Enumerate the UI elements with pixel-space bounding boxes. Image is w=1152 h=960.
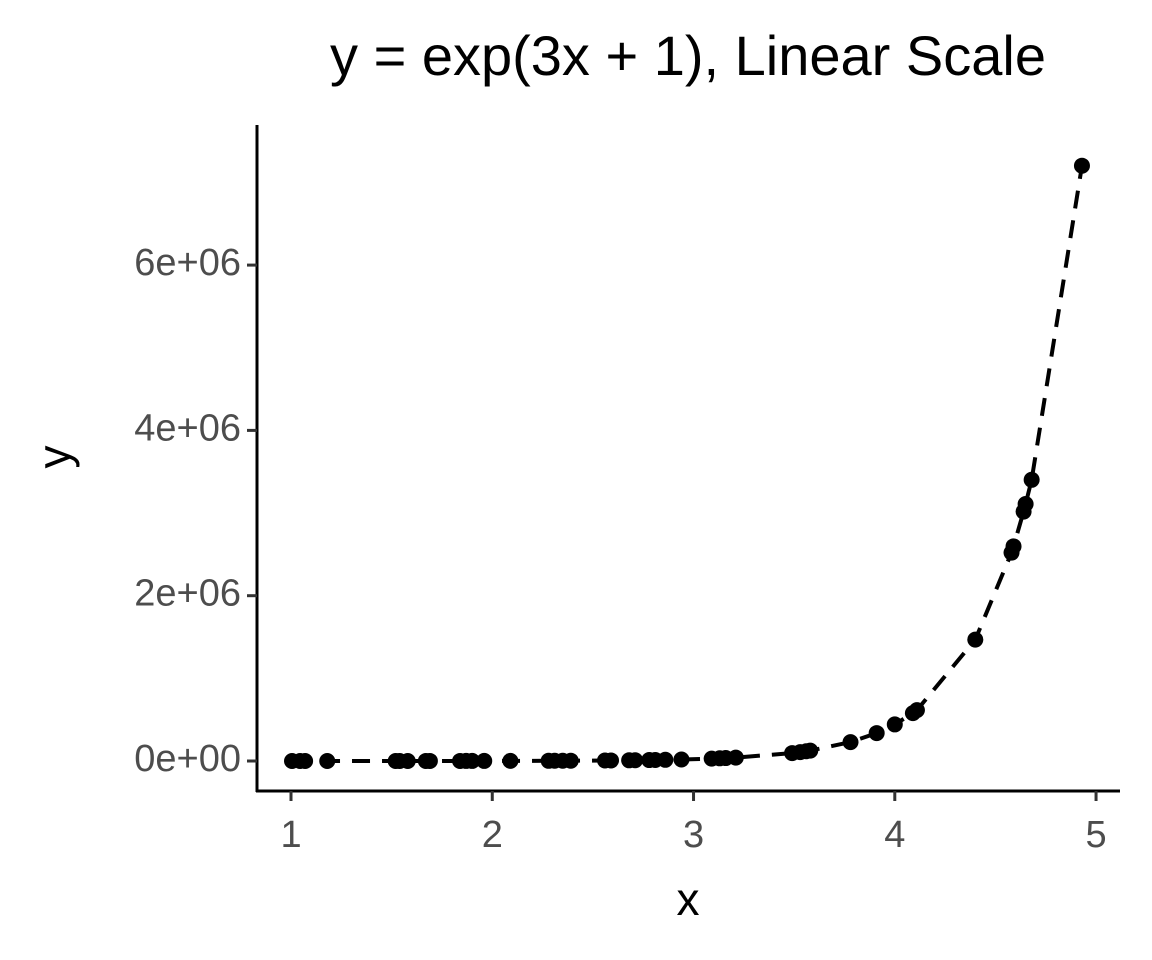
y-tick-label: 4e+06 <box>134 407 241 449</box>
x-tick-label: 5 <box>1085 814 1106 856</box>
point <box>297 752 314 769</box>
point <box>886 716 903 733</box>
x-axis-title: x <box>677 873 700 925</box>
y-tick-label: 2e+06 <box>134 573 241 615</box>
x-tick-label: 2 <box>482 814 503 856</box>
point <box>627 752 644 769</box>
trend-line <box>292 165 1084 763</box>
y-tick-label: 0e+00 <box>134 738 241 780</box>
point <box>908 702 925 719</box>
point <box>562 752 579 769</box>
point <box>673 751 690 768</box>
x-tick-label: 1 <box>280 814 301 856</box>
x-tick-label: 4 <box>884 814 905 856</box>
point <box>421 752 438 769</box>
y-tick-label: 6e+06 <box>134 242 241 284</box>
point <box>319 752 336 769</box>
point <box>464 752 481 769</box>
point <box>967 631 984 648</box>
point <box>502 752 519 769</box>
point <box>1023 471 1040 488</box>
point <box>1017 495 1034 512</box>
point <box>727 749 744 766</box>
point <box>1073 157 1090 174</box>
y-axis-title: y <box>28 446 80 469</box>
point <box>476 752 493 769</box>
point <box>657 751 674 768</box>
point <box>842 734 859 751</box>
point <box>802 742 819 759</box>
chart-title: y = exp(3x + 1), Linear Scale <box>330 24 1046 87</box>
point <box>603 752 620 769</box>
x-tick-label: 3 <box>683 814 704 856</box>
point <box>868 725 885 742</box>
point <box>399 752 416 769</box>
point <box>1005 538 1022 555</box>
